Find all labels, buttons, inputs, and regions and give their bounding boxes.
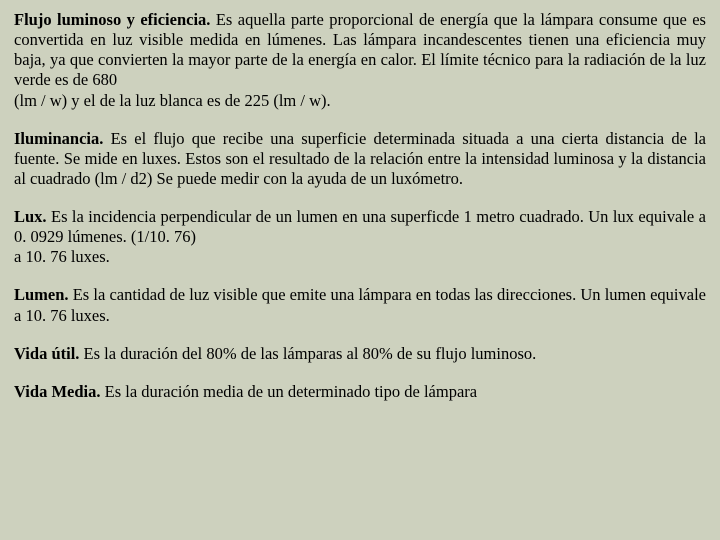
term-iluminancia: Iluminancia.: [14, 129, 103, 148]
body-lux: Es la incidencia perpendicular de un lum…: [14, 207, 706, 246]
term-lux: Lux.: [14, 207, 47, 226]
body-iluminancia: Es el flujo que recibe una superficie de…: [14, 129, 706, 188]
definition-lumen: Lumen. Es la cantidad de luz visible que…: [14, 285, 706, 325]
body-lumen: Es la cantidad de luz visible que emite …: [14, 285, 706, 324]
definition-iluminancia: Iluminancia. Es el flujo que recibe una …: [14, 129, 706, 189]
body-vida-util: Es la duración del 80% de las lámparas a…: [79, 344, 536, 363]
term-lumen: Lumen.: [14, 285, 69, 304]
tail-flujo: (lm / w) y el de la luz blanca es de 225…: [14, 91, 706, 111]
tail-lux: a 10. 76 luxes.: [14, 247, 706, 267]
definition-vida-media: Vida Media. Es la duración media de un d…: [14, 382, 706, 402]
term-vida-media: Vida Media.: [14, 382, 100, 401]
definition-lux: Lux. Es la incidencia perpendicular de u…: [14, 207, 706, 267]
term-vida-util: Vida útil.: [14, 344, 79, 363]
definition-flujo: Flujo luminoso y eficiencia. Es aquella …: [14, 10, 706, 111]
term-flujo: Flujo luminoso y eficiencia.: [14, 10, 210, 29]
definition-vida-util: Vida útil. Es la duración del 80% de las…: [14, 344, 706, 364]
body-vida-media: Es la duración media de un determinado t…: [100, 382, 477, 401]
